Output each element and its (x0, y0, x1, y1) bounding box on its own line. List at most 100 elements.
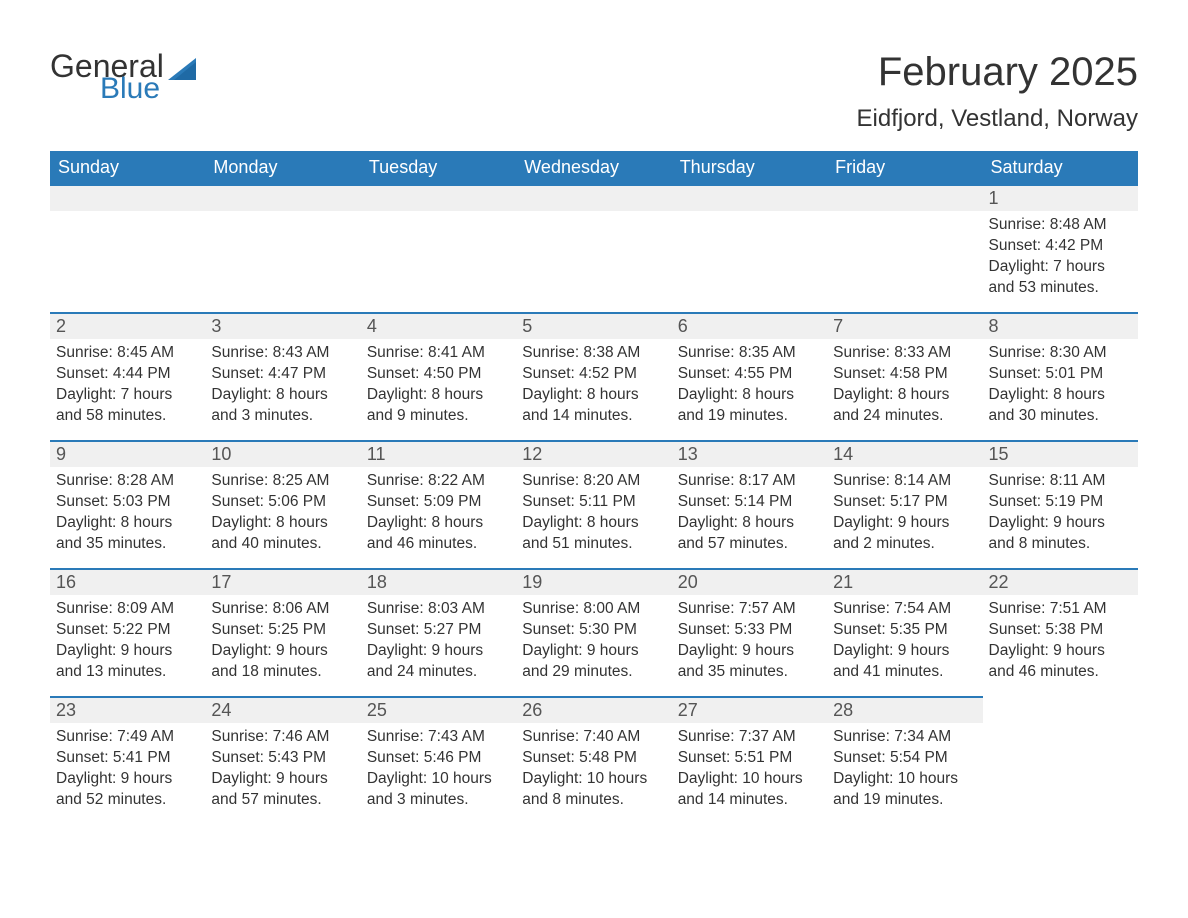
sunrise-line: Sunrise: 7:46 AM (211, 727, 354, 748)
daylight-line: Daylight: 9 hours and 18 minutes. (211, 641, 354, 683)
sunrise-line: Sunrise: 8:45 AM (56, 343, 199, 364)
calendar-cell: 20Sunrise: 7:57 AMSunset: 5:33 PMDayligh… (672, 568, 827, 696)
sunset-line: Sunset: 5:51 PM (678, 748, 821, 769)
calendar-cell (50, 184, 205, 312)
daylight-line: Daylight: 8 hours and 3 minutes. (211, 385, 354, 427)
daylight-line: Daylight: 8 hours and 14 minutes. (522, 385, 665, 427)
calendar-cell: 10Sunrise: 8:25 AMSunset: 5:06 PMDayligh… (205, 440, 360, 568)
sunrise-line: Sunrise: 7:40 AM (522, 727, 665, 748)
day-details: Sunrise: 7:49 AMSunset: 5:41 PMDaylight:… (50, 723, 205, 815)
daylight-line: Daylight: 9 hours and 46 minutes. (989, 641, 1132, 683)
day-details: Sunrise: 8:00 AMSunset: 5:30 PMDaylight:… (516, 595, 671, 687)
day-details: Sunrise: 8:35 AMSunset: 4:55 PMDaylight:… (672, 339, 827, 431)
calendar-cell: 21Sunrise: 7:54 AMSunset: 5:35 PMDayligh… (827, 568, 982, 696)
daylight-line: Daylight: 10 hours and 19 minutes. (833, 769, 976, 811)
sunset-line: Sunset: 5:48 PM (522, 748, 665, 769)
daylight-line: Daylight: 7 hours and 58 minutes. (56, 385, 199, 427)
day-details: Sunrise: 8:22 AMSunset: 5:09 PMDaylight:… (361, 467, 516, 559)
day-details: Sunrise: 8:33 AMSunset: 4:58 PMDaylight:… (827, 339, 982, 431)
dayname-header: Friday (827, 151, 982, 184)
sunrise-line: Sunrise: 8:11 AM (989, 471, 1132, 492)
sunrise-line: Sunrise: 8:17 AM (678, 471, 821, 492)
day-number: 19 (516, 568, 671, 595)
day-number: 16 (50, 568, 205, 595)
sunset-line: Sunset: 5:09 PM (367, 492, 510, 513)
sunset-line: Sunset: 5:06 PM (211, 492, 354, 513)
day-number: 20 (672, 568, 827, 595)
header: General Blue February 2025 Eidfjord, Ves… (50, 50, 1138, 133)
sunset-line: Sunset: 4:58 PM (833, 364, 976, 385)
month-title: February 2025 (857, 50, 1138, 95)
day-number: 1 (983, 184, 1138, 211)
day-details: Sunrise: 7:46 AMSunset: 5:43 PMDaylight:… (205, 723, 360, 815)
day-details: Sunrise: 8:38 AMSunset: 4:52 PMDaylight:… (516, 339, 671, 431)
sunrise-line: Sunrise: 8:22 AM (367, 471, 510, 492)
calendar-cell: 23Sunrise: 7:49 AMSunset: 5:41 PMDayligh… (50, 696, 205, 824)
calendar-week-row: 2Sunrise: 8:45 AMSunset: 4:44 PMDaylight… (50, 312, 1138, 440)
sunset-line: Sunset: 5:41 PM (56, 748, 199, 769)
day-number: 7 (827, 312, 982, 339)
daylight-line: Daylight: 9 hours and 8 minutes. (989, 513, 1132, 555)
day-details: Sunrise: 8:09 AMSunset: 5:22 PMDaylight:… (50, 595, 205, 687)
dayname-header: Saturday (983, 151, 1138, 184)
day-number: 27 (672, 696, 827, 723)
sunrise-line: Sunrise: 8:41 AM (367, 343, 510, 364)
sunrise-line: Sunrise: 8:48 AM (989, 215, 1132, 236)
sunset-line: Sunset: 5:14 PM (678, 492, 821, 513)
sunset-line: Sunset: 5:38 PM (989, 620, 1132, 641)
day-details: Sunrise: 7:54 AMSunset: 5:35 PMDaylight:… (827, 595, 982, 687)
sunrise-line: Sunrise: 8:09 AM (56, 599, 199, 620)
sunset-line: Sunset: 5:33 PM (678, 620, 821, 641)
day-details: Sunrise: 7:34 AMSunset: 5:54 PMDaylight:… (827, 723, 982, 815)
daylight-line: Daylight: 8 hours and 57 minutes. (678, 513, 821, 555)
day-details: Sunrise: 8:03 AMSunset: 5:27 PMDaylight:… (361, 595, 516, 687)
day-number: 9 (50, 440, 205, 467)
day-number: 25 (361, 696, 516, 723)
daylight-line: Daylight: 10 hours and 14 minutes. (678, 769, 821, 811)
calendar-cell: 26Sunrise: 7:40 AMSunset: 5:48 PMDayligh… (516, 696, 671, 824)
day-details: Sunrise: 8:14 AMSunset: 5:17 PMDaylight:… (827, 467, 982, 559)
day-number: 12 (516, 440, 671, 467)
sunrise-line: Sunrise: 8:28 AM (56, 471, 199, 492)
sunrise-line: Sunrise: 8:35 AM (678, 343, 821, 364)
calendar-week-row: 9Sunrise: 8:28 AMSunset: 5:03 PMDaylight… (50, 440, 1138, 568)
sunrise-line: Sunrise: 8:20 AM (522, 471, 665, 492)
day-details: Sunrise: 7:43 AMSunset: 5:46 PMDaylight:… (361, 723, 516, 815)
daylight-line: Daylight: 8 hours and 51 minutes. (522, 513, 665, 555)
calendar-cell: 1Sunrise: 8:48 AMSunset: 4:42 PMDaylight… (983, 184, 1138, 312)
sunrise-line: Sunrise: 8:30 AM (989, 343, 1132, 364)
daylight-line: Daylight: 8 hours and 9 minutes. (367, 385, 510, 427)
calendar-cell: 15Sunrise: 8:11 AMSunset: 5:19 PMDayligh… (983, 440, 1138, 568)
sunrise-line: Sunrise: 7:37 AM (678, 727, 821, 748)
day-number: 11 (361, 440, 516, 467)
day-number: 23 (50, 696, 205, 723)
dayname-row: SundayMondayTuesdayWednesdayThursdayFrid… (50, 151, 1138, 184)
daylight-line: Daylight: 7 hours and 53 minutes. (989, 257, 1132, 299)
calendar-week-row: 16Sunrise: 8:09 AMSunset: 5:22 PMDayligh… (50, 568, 1138, 696)
calendar-cell: 17Sunrise: 8:06 AMSunset: 5:25 PMDayligh… (205, 568, 360, 696)
sunrise-line: Sunrise: 8:43 AM (211, 343, 354, 364)
logo-triangle-icon (168, 56, 204, 84)
day-number-empty (827, 184, 982, 211)
calendar-table: SundayMondayTuesdayWednesdayThursdayFrid… (50, 151, 1138, 824)
calendar-cell: 5Sunrise: 8:38 AMSunset: 4:52 PMDaylight… (516, 312, 671, 440)
daylight-line: Daylight: 8 hours and 30 minutes. (989, 385, 1132, 427)
day-number: 13 (672, 440, 827, 467)
day-details: Sunrise: 8:25 AMSunset: 5:06 PMDaylight:… (205, 467, 360, 559)
calendar-cell (205, 184, 360, 312)
day-number-empty (50, 184, 205, 211)
day-details: Sunrise: 7:51 AMSunset: 5:38 PMDaylight:… (983, 595, 1138, 687)
daylight-line: Daylight: 9 hours and 29 minutes. (522, 641, 665, 683)
calendar-cell (516, 184, 671, 312)
sunrise-line: Sunrise: 8:14 AM (833, 471, 976, 492)
day-details: Sunrise: 8:11 AMSunset: 5:19 PMDaylight:… (983, 467, 1138, 559)
sunset-line: Sunset: 5:11 PM (522, 492, 665, 513)
daylight-line: Daylight: 8 hours and 19 minutes. (678, 385, 821, 427)
day-number: 3 (205, 312, 360, 339)
day-number: 14 (827, 440, 982, 467)
calendar-cell (361, 184, 516, 312)
daylight-line: Daylight: 10 hours and 8 minutes. (522, 769, 665, 811)
calendar-cell: 18Sunrise: 8:03 AMSunset: 5:27 PMDayligh… (361, 568, 516, 696)
sunset-line: Sunset: 4:52 PM (522, 364, 665, 385)
sunset-line: Sunset: 5:27 PM (367, 620, 510, 641)
